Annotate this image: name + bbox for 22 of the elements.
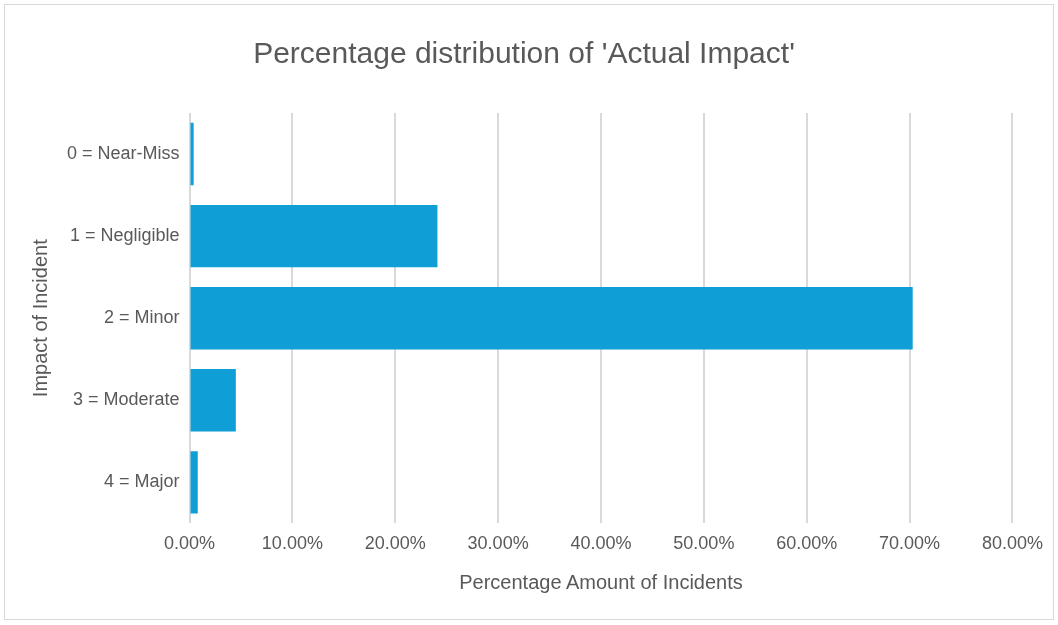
x-tick-label: 20.00% [364,533,426,554]
x-tick-label: 10.00% [261,533,323,554]
y-tick-label: 3 = Moderate [72,389,180,410]
x-tick-label: 0.00% [164,533,216,554]
x-tick-label: 60.00% [776,533,838,554]
x-tick-label: 30.00% [467,533,529,554]
y-tick-label: 1 = Negligible [69,225,180,246]
x-tick-label: 50.00% [673,533,735,554]
bar [190,122,194,186]
y-tick-label: 4 = Major [103,471,180,492]
x-tick-label: 80.00% [981,533,1044,554]
x-tick-label: 40.00% [570,533,632,554]
y-tick-label: 2 = Minor [103,307,180,328]
bar [190,287,913,350]
bar [190,204,438,268]
x-axis-title: Percentage Amount of Incidents [459,570,743,593]
y-axis-title: Impact of Incident [28,238,51,398]
y-tick-label: 0 = Near-Miss [67,143,180,164]
chart-title: Percentage distribution of 'Actual Impact' [253,36,795,70]
bar [190,369,236,432]
bar [190,451,198,514]
x-tick-label: 70.00% [879,533,941,554]
